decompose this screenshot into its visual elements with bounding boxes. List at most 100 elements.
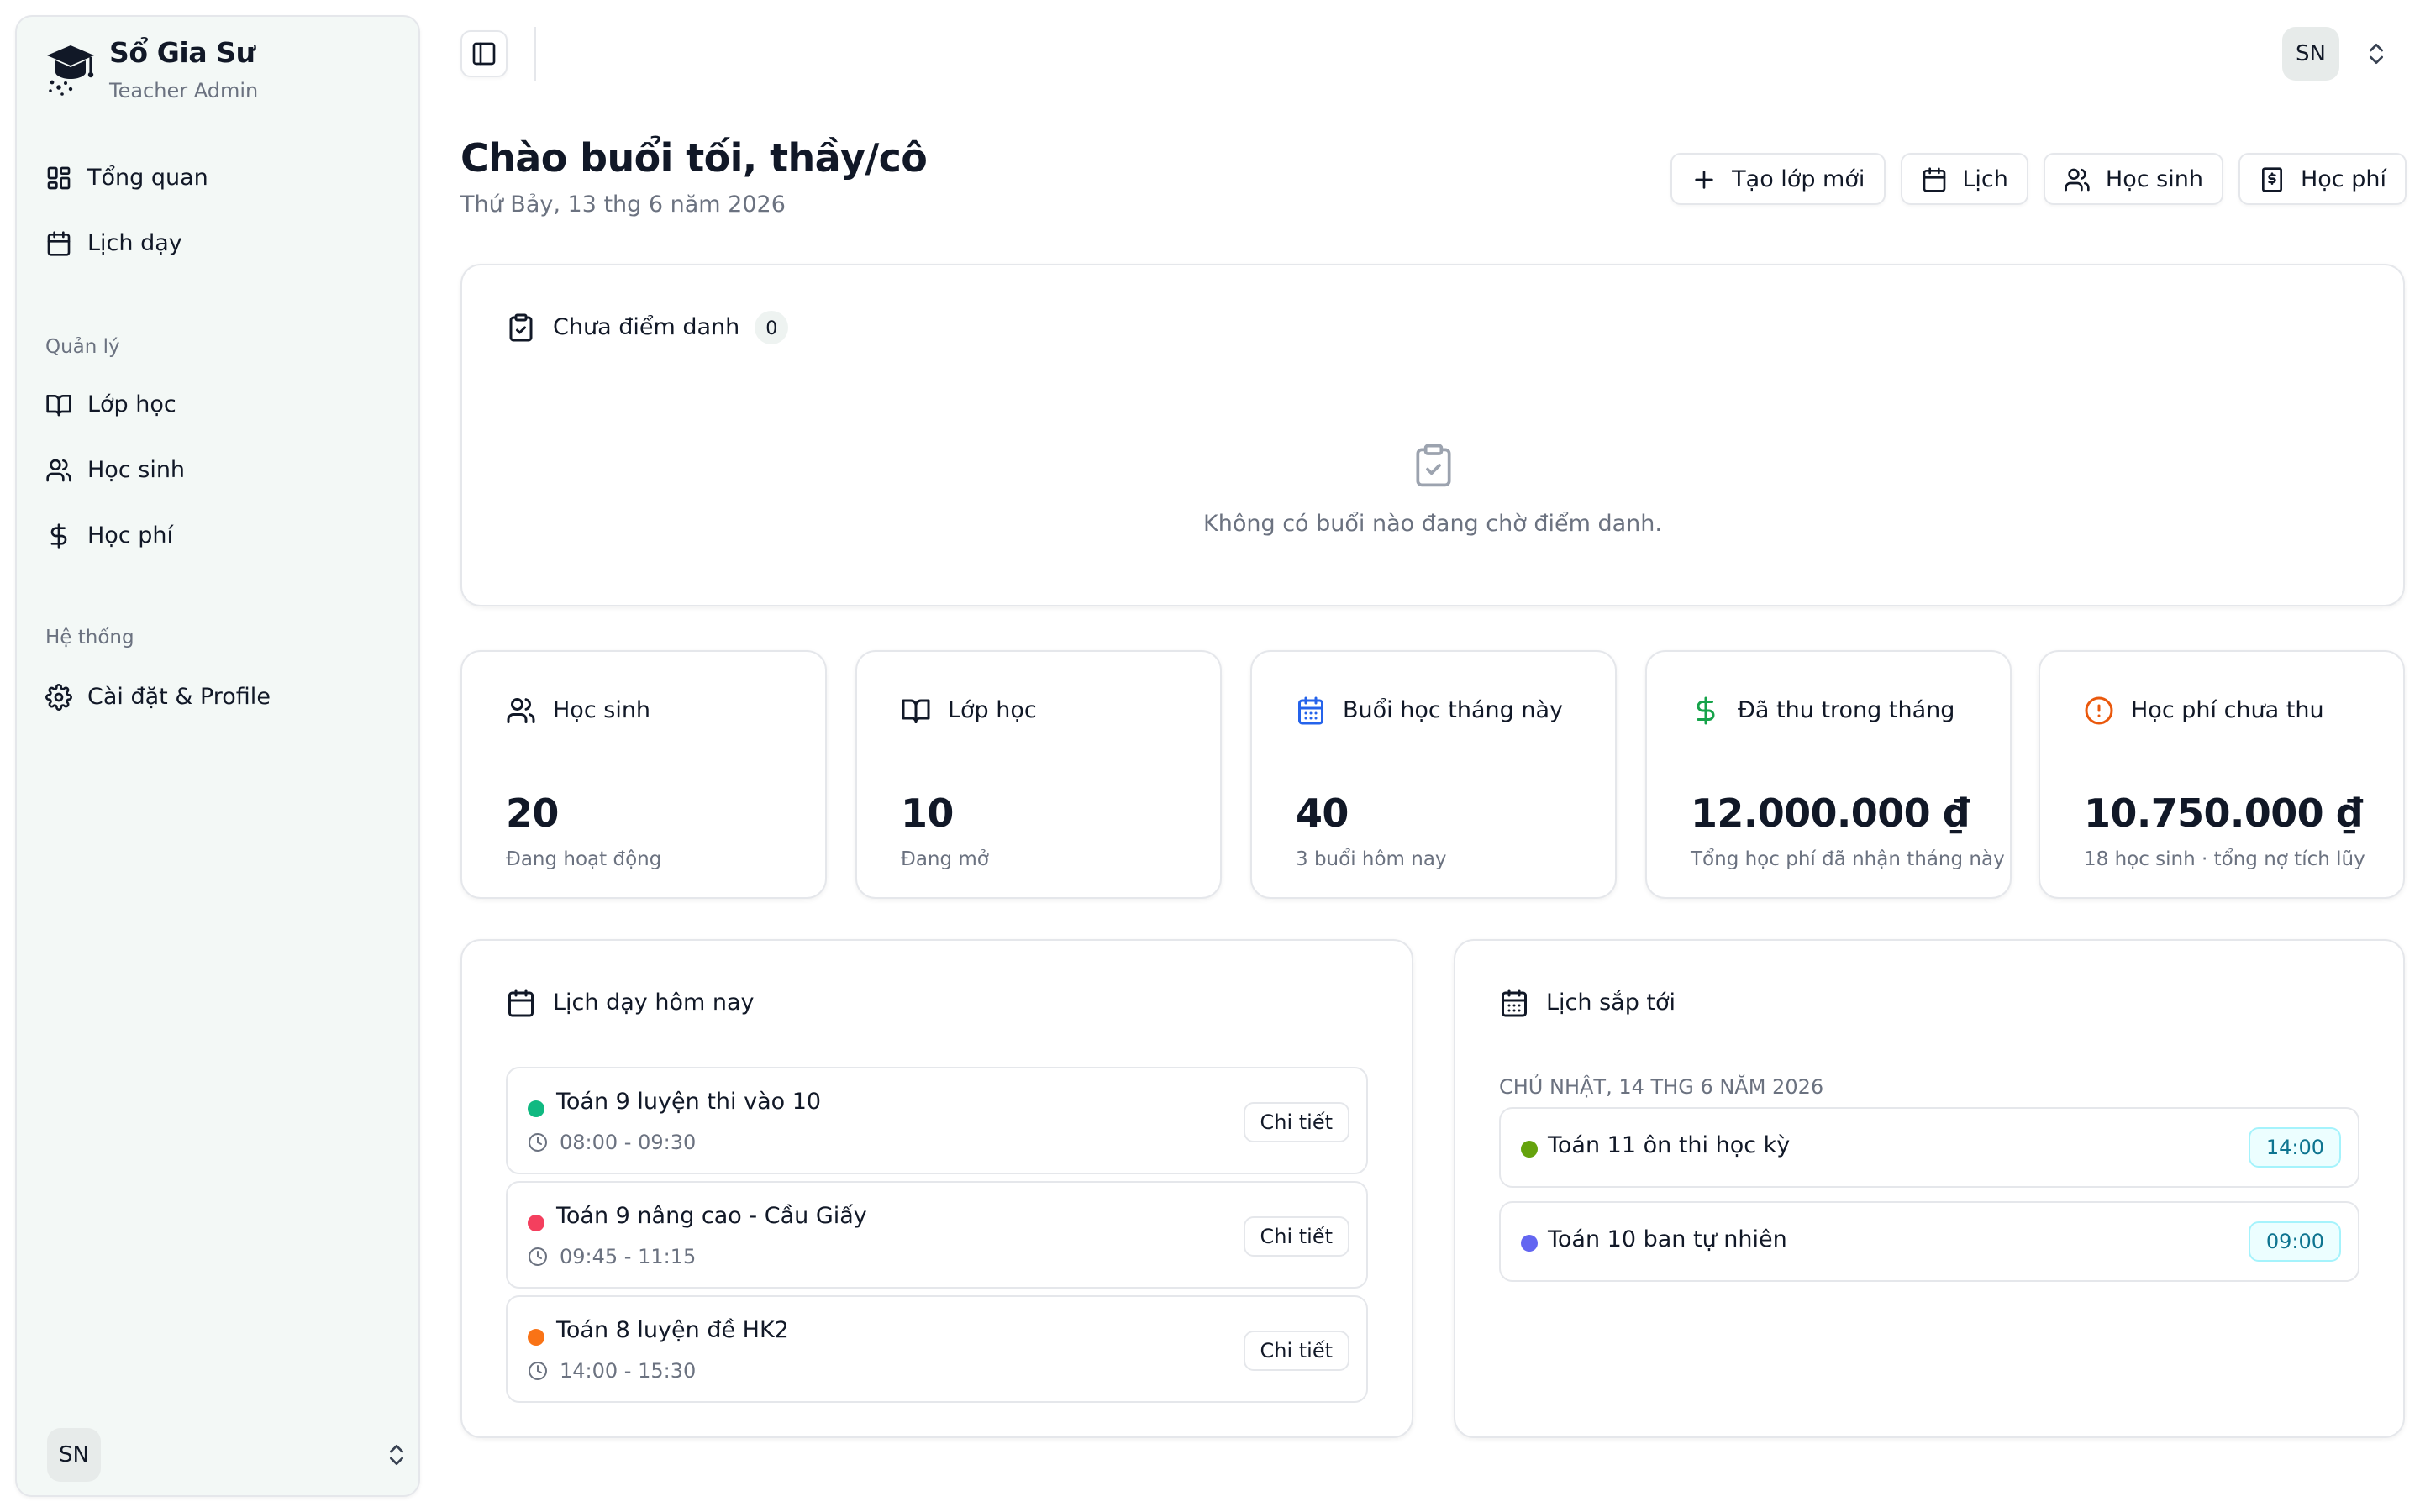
plus-icon	[1694, 170, 1712, 188]
dollar-icon	[1697, 696, 1715, 725]
stat-value: 10.750.000 ₫	[2084, 793, 2363, 837]
sidebar-user-menu[interactable]: SN	[47, 1428, 410, 1482]
time-label: 14:00 - 15:30	[560, 1359, 697, 1383]
sidebar-item-schedule[interactable]: Lịch dạy	[30, 215, 407, 272]
time-badge: 14:00	[2249, 1127, 2341, 1168]
button-label: Lịch	[1962, 165, 2008, 192]
clipboard-check-icon	[1415, 444, 1450, 487]
upcoming-schedule-card: Lịch sắp tới Chủ Nhật, 14 thg 6 năm 2026…	[1454, 939, 2405, 1438]
book-icon	[902, 699, 930, 723]
quick-actions: Tạo lớp mới Lịch Học sinh Học phí	[1670, 153, 2407, 205]
calendar-button[interactable]: Lịch	[1900, 153, 2028, 205]
sidebar-item-classes[interactable]: Lớp học	[30, 376, 407, 433]
calendar-days-icon	[1298, 696, 1323, 725]
upcoming-date-heading: Chủ Nhật, 14 thg 6 năm 2026	[1499, 1075, 1824, 1099]
list-item[interactable]: Toán 8 luyện đề HK2 14:00 - 15:30 Chi ti…	[506, 1295, 1368, 1403]
dashboard-icon	[47, 166, 71, 190]
calendar-icon	[47, 231, 71, 256]
sidebar-item-overview[interactable]: Tổng quan	[30, 150, 407, 207]
card-title: Lịch dạy hôm nay	[553, 990, 755, 1016]
sidebar-item-fees[interactable]: Học phí	[30, 507, 407, 564]
top-user-menu[interactable]: SN	[2282, 27, 2390, 81]
avatar: SN	[47, 1428, 101, 1482]
receipt-icon	[2261, 166, 2282, 192]
avatar: SN	[2282, 27, 2339, 81]
panel-left-icon	[472, 42, 496, 66]
sidebar-item-students[interactable]: Học sinh	[30, 442, 407, 499]
stat-card-collected[interactable]: Đã thu trong tháng 12.000.000 ₫ Tổng học…	[1645, 650, 2012, 899]
card-header: Lịch dạy hôm nay	[506, 988, 755, 1018]
app-name: Sổ Gia Sư	[109, 37, 255, 69]
stat-card-students[interactable]: Học sinh 20 Đang hoạt động	[460, 650, 827, 899]
today-schedule-card: Lịch dạy hôm nay Toán 9 luyện thi vào 10…	[460, 939, 1413, 1438]
stat-subtext: Đang hoạt động	[506, 847, 662, 870]
stat-label: Lớp học	[948, 697, 1037, 724]
stat-subtext: 18 học sinh · tổng nợ tích lũy	[2084, 847, 2365, 870]
sidebar: Sổ Gia Sư Teacher Admin Tổng quan Lịch d…	[15, 15, 420, 1497]
session-name: Toán 9 luyện thi vào 10	[556, 1089, 822, 1116]
sidebar-item-label: Học phí	[87, 522, 174, 549]
page-title: Chào buổi tối, thầy/cô	[460, 138, 928, 181]
calendar-days-icon	[1502, 989, 1527, 1017]
detail-button[interactable]: Chi tiết	[1243, 1216, 1349, 1257]
stat-value: 20	[506, 793, 559, 837]
status-dot	[528, 1100, 544, 1117]
card-header: Đã thu trong tháng	[1691, 696, 1954, 726]
stat-subtext: Tổng học phí đã nhận tháng này	[1691, 847, 2005, 870]
card-title: Lịch sắp tới	[1546, 990, 1676, 1016]
time-label: 09:45 - 11:15	[560, 1245, 697, 1268]
card-header: Lớp học	[901, 696, 1037, 726]
stat-label: Buổi học tháng này	[1343, 697, 1564, 724]
brand[interactable]: Sổ Gia Sư Teacher Admin	[44, 35, 258, 106]
current-date: Thứ Bảy, 13 thg 6 năm 2026	[460, 192, 786, 218]
clock-icon	[529, 1133, 547, 1152]
status-dot	[528, 1329, 544, 1346]
card-header: Chưa điểm danh 0	[506, 311, 789, 344]
session-time: 09:45 - 11:15	[528, 1245, 696, 1268]
sidebar-item-label: Cài đặt & Profile	[87, 684, 271, 711]
session-name: Toán 10 ban tự nhiên	[1548, 1226, 1787, 1253]
fees-button[interactable]: Học phí	[2238, 153, 2407, 205]
chevrons-up-down-icon	[2370, 44, 2383, 64]
stat-value: 12.000.000 ₫	[1691, 793, 1970, 837]
list-item[interactable]: Toán 9 nâng cao - Cầu Giấy 09:45 - 11:15…	[506, 1181, 1368, 1289]
stat-label: Học sinh	[553, 697, 651, 724]
session-name: Toán 8 luyện đề HK2	[556, 1317, 789, 1344]
detail-button[interactable]: Chi tiết	[1243, 1331, 1349, 1371]
button-label: Học sinh	[2105, 165, 2203, 192]
clock-icon	[529, 1247, 547, 1266]
users-icon	[2065, 167, 2090, 191]
time-label: 08:00 - 09:30	[560, 1131, 697, 1154]
card-header: Học phí chưa thu	[2084, 696, 2324, 726]
divider	[534, 27, 536, 81]
card-header: Học sinh	[506, 696, 650, 726]
stat-card-classes[interactable]: Lớp học 10 Đang mở	[855, 650, 1222, 899]
dollar-icon	[50, 523, 67, 549]
session-name: Toán 9 nâng cao - Cầu Giấy	[556, 1203, 867, 1230]
list-item[interactable]: Toán 9 luyện thi vào 10 08:00 - 09:30 Ch…	[506, 1067, 1368, 1174]
session-name: Toán 11 ôn thi học kỳ	[1548, 1132, 1791, 1159]
list-item[interactable]: Toán 11 ôn thi học kỳ 14:00	[1499, 1107, 2360, 1188]
gear-icon	[45, 684, 72, 711]
attendance-card: Chưa điểm danh 0 Không có buổi nào đang …	[460, 264, 2405, 606]
status-dot	[1521, 1141, 1538, 1158]
detail-button[interactable]: Chi tiết	[1243, 1102, 1349, 1142]
button-label: Học phí	[2300, 165, 2386, 192]
stat-subtext: Đang mở	[901, 847, 989, 870]
time-badge: 09:00	[2249, 1221, 2341, 1262]
list-item[interactable]: Toán 10 ban tự nhiên 09:00	[1499, 1201, 2360, 1282]
create-class-button[interactable]: Tạo lớp mới	[1670, 153, 1886, 205]
sidebar-item-label: Tổng quan	[87, 165, 208, 192]
sidebar-item-settings[interactable]: Cài đặt & Profile	[30, 669, 407, 726]
sidebar-toggle-button[interactable]	[460, 30, 508, 77]
nav-group-label: Quản lý	[45, 334, 120, 358]
students-button[interactable]: Học sinh	[2043, 153, 2223, 205]
sidebar-item-label: Lịch dạy	[87, 230, 182, 257]
clock-icon	[529, 1362, 547, 1380]
chevrons-up-down-icon	[390, 1445, 403, 1465]
stat-card-outstanding[interactable]: Học phí chưa thu 10.750.000 ₫ 18 học sin…	[2039, 650, 2405, 899]
stat-label: Học phí chưa thu	[2131, 697, 2324, 724]
stat-card-sessions[interactable]: Buổi học tháng này 40 3 buổi hôm nay	[1250, 650, 1617, 899]
stat-value: 40	[1296, 793, 1349, 837]
card-title: Chưa điểm danh	[553, 314, 740, 341]
